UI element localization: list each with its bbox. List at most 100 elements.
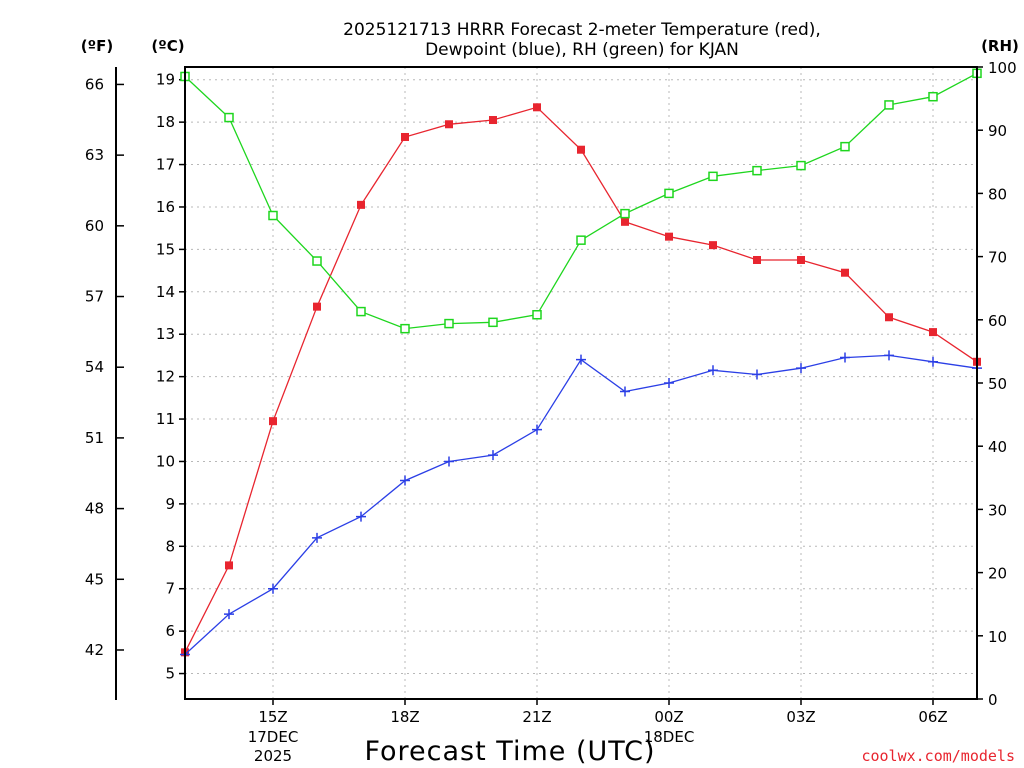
2-meter-temperature-point [709, 241, 717, 250]
rh-tick-label: 80 [988, 185, 1007, 203]
rh-tick-label: 20 [988, 565, 1007, 583]
rh-point [840, 141, 850, 152]
rh-point [884, 100, 894, 110]
x-tick-date-label: 18DEC [644, 728, 695, 746]
x-tick-label: 18Z [390, 708, 419, 726]
2-meter-temperature-point [445, 120, 453, 129]
celsius-tick-label: 7 [165, 580, 175, 598]
fahrenheit-tick-label: 66 [85, 75, 104, 93]
dewpoint-point [400, 475, 410, 486]
celsius-tick-label: 11 [156, 410, 175, 428]
celsius-tick-label: 16 [156, 198, 175, 216]
dewpoint-point [356, 511, 366, 522]
celsius-tick-label: 17 [156, 156, 175, 174]
celsius-tick-label: 15 [156, 240, 175, 258]
fahrenheit-tick-label: 48 [85, 500, 104, 518]
celsius-tick-label: 8 [165, 537, 175, 555]
2-meter-temperature-point [269, 417, 277, 426]
2-meter-temperature-point [533, 103, 541, 112]
fahrenheit-unit-label: (ºF) [81, 37, 113, 55]
rh-tick-label: 100 [988, 59, 1017, 77]
axes-ticks: 5 6 7 8 9 10 11 12 13 14 15 16 17 18 19 42 45 48 51 54 57 60 6… [85, 59, 1017, 765]
rh-tick-label: 40 [988, 438, 1007, 456]
2-meter-temperature-point [841, 268, 849, 277]
plot-frame [184, 66, 978, 700]
x-axis-title: Forecast Time (UTC) [364, 736, 655, 767]
rh-point [576, 235, 586, 245]
2-meter-temperature-point [929, 328, 937, 337]
2-meter-temperature-point [665, 232, 673, 241]
rh-point [268, 210, 278, 221]
credit-text: coolwx.com/models [861, 747, 1015, 765]
rh-point [444, 318, 454, 329]
gridlines [185, 67, 977, 699]
rh-unit-label: (RH) [981, 37, 1019, 55]
celsius-unit-label: (ºC) [151, 37, 184, 55]
2-meter-temperature-point [489, 116, 497, 125]
rh-tick-label: 50 [988, 375, 1007, 393]
dewpoint-point [620, 386, 630, 397]
rh-point [796, 160, 806, 171]
celsius-tick-label: 12 [156, 368, 175, 386]
dewpoint-point [884, 350, 894, 361]
rh-tick-label: 30 [988, 501, 1007, 519]
dewpoint-point [224, 609, 234, 620]
rh-tick-label: 70 [988, 249, 1007, 267]
dewpoint-point [840, 352, 850, 363]
2-meter-temperature-point [401, 132, 409, 141]
dewpoint-point [752, 369, 762, 380]
celsius-tick-label: 13 [156, 325, 175, 343]
x-tick-label: 21Z [522, 708, 551, 726]
rh-point [708, 171, 718, 182]
dewpoint-point [928, 356, 938, 367]
rh-point [620, 208, 630, 219]
chart-title-line-2: Dewpoint (blue), RH (green) for KJAN [425, 40, 739, 60]
2-meter-temperature-point [357, 200, 365, 209]
2-meter-temperature-point [621, 217, 629, 226]
celsius-tick-label: 19 [156, 71, 175, 89]
rh-tick-label: 0 [988, 691, 998, 709]
rh-tick-label: 60 [988, 312, 1007, 330]
dewpoint-point [532, 424, 542, 435]
fahrenheit-tick-label: 60 [85, 217, 104, 235]
dewpoint-point [664, 378, 674, 388]
rh-point [752, 165, 762, 176]
2-meter-temperature-point [797, 255, 805, 264]
dewpoint-point [488, 450, 498, 461]
fahrenheit-tick-label: 45 [85, 570, 104, 588]
dewpoint-point [708, 365, 718, 376]
rh-point [664, 188, 674, 199]
dewpoint-point [312, 532, 322, 543]
2-meter-temperature-point [885, 313, 893, 322]
celsius-tick-label: 5 [165, 665, 175, 683]
dewpoint-point [444, 456, 454, 467]
x-tick-date-label: 17DEC [248, 728, 299, 746]
fahrenheit-tick-label: 63 [85, 146, 104, 164]
2-meter-temperature-point [753, 255, 761, 264]
x-tick-label: 15Z [258, 708, 287, 726]
2-meter-temperature-point [225, 561, 233, 570]
rh-point [224, 112, 234, 123]
rh-point [928, 91, 938, 102]
rh-point [356, 306, 366, 317]
celsius-tick-label: 14 [156, 283, 175, 301]
2-meter-temperature-point [577, 145, 585, 154]
fahrenheit-tick-label: 51 [85, 429, 104, 447]
celsius-tick-label: 10 [156, 452, 175, 470]
fahrenheit-tick-label: 42 [85, 641, 104, 659]
x-tick-label: 00Z [654, 708, 683, 726]
rh-tick-label: 90 [988, 122, 1007, 140]
rh-point [488, 317, 498, 328]
celsius-tick-label: 6 [165, 622, 175, 640]
fahrenheit-tick-label: 57 [85, 288, 104, 306]
chart-title-line-1: 2025121713 HRRR Forecast 2-meter Tempera… [343, 20, 821, 40]
x-tick-date-label: 2025 [254, 747, 292, 765]
dewpoint-point [268, 583, 278, 594]
fahrenheit-tick-label: 54 [85, 358, 104, 376]
celsius-tick-label: 18 [156, 113, 175, 131]
x-tick-label: 03Z [786, 708, 815, 726]
celsius-tick-label: 9 [165, 495, 175, 513]
rh-point [532, 309, 542, 320]
